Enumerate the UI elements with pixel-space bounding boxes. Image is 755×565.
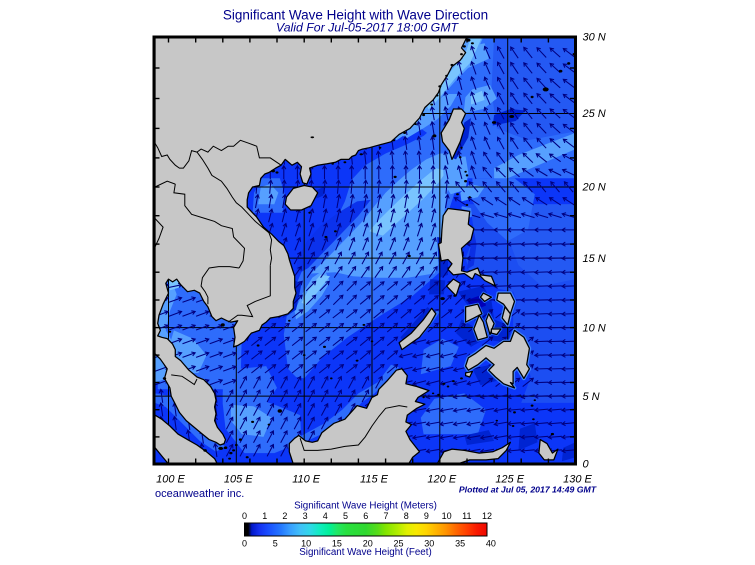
svg-text:10: 10 — [301, 538, 311, 548]
svg-text:25 N: 25 N — [582, 108, 606, 120]
svg-text:12: 12 — [482, 511, 492, 521]
svg-text:115 E: 115 E — [360, 473, 389, 485]
svg-text:Valid For Jul-05-2017 18:00 GM: Valid For Jul-05-2017 18:00 GMT — [276, 20, 460, 34]
svg-text:1: 1 — [262, 511, 267, 521]
svg-text:5: 5 — [273, 538, 278, 548]
svg-text:20: 20 — [363, 538, 373, 548]
svg-text:oceanweather inc.: oceanweather inc. — [155, 488, 244, 500]
svg-text:Plotted at Jul 05, 2017 14:49: Plotted at Jul 05, 2017 14:49 GMT — [459, 485, 597, 495]
svg-text:125 E: 125 E — [495, 473, 524, 485]
svg-text:Significant Wave Height with W: Significant Wave Height with Wave Direct… — [223, 7, 488, 22]
svg-text:10: 10 — [442, 511, 452, 521]
svg-text:120 E: 120 E — [427, 473, 456, 485]
svg-text:110 E: 110 E — [292, 473, 321, 485]
svg-text:11: 11 — [462, 511, 471, 521]
svg-text:30 N: 30 N — [583, 32, 606, 44]
svg-text:7: 7 — [383, 511, 388, 521]
svg-text:10 N: 10 N — [583, 322, 606, 334]
svg-text:105 E: 105 E — [224, 473, 253, 485]
svg-text:15 N: 15 N — [583, 253, 606, 265]
svg-text:30: 30 — [424, 538, 434, 548]
svg-text:2: 2 — [282, 511, 287, 521]
svg-text:Significant Wave Height (Feet): Significant Wave Height (Feet) — [299, 547, 432, 558]
svg-text:5 N: 5 N — [583, 391, 600, 403]
svg-text:Significant Wave Height (Meter: Significant Wave Height (Meters) — [294, 501, 437, 512]
svg-text:5: 5 — [343, 511, 348, 521]
svg-text:9: 9 — [424, 511, 429, 521]
svg-text:35: 35 — [455, 538, 465, 548]
svg-text:6: 6 — [363, 511, 368, 521]
svg-text:0: 0 — [242, 538, 247, 548]
svg-text:8: 8 — [404, 511, 409, 521]
svg-text:0: 0 — [242, 511, 247, 521]
svg-text:0: 0 — [583, 459, 590, 471]
svg-text:4: 4 — [323, 511, 328, 521]
svg-text:40: 40 — [486, 538, 496, 548]
svg-text:100 E: 100 E — [156, 473, 185, 485]
svg-text:130 E: 130 E — [563, 473, 592, 485]
svg-text:20 N: 20 N — [582, 182, 606, 194]
svg-text:25: 25 — [393, 538, 403, 548]
svg-text:15: 15 — [332, 538, 342, 548]
svg-text:3: 3 — [303, 511, 308, 521]
